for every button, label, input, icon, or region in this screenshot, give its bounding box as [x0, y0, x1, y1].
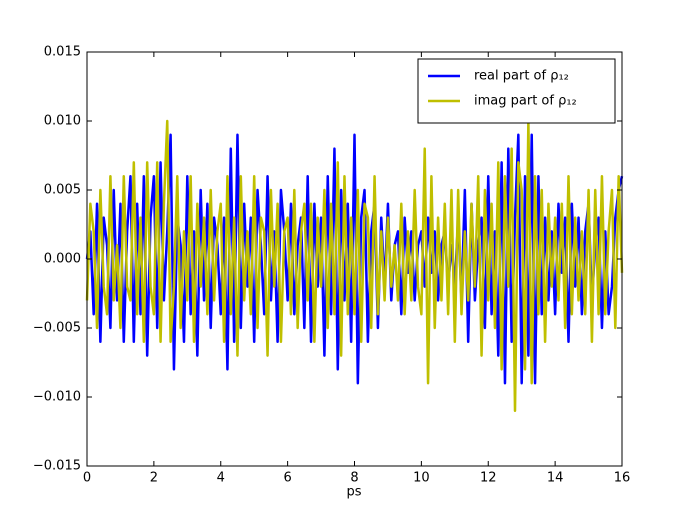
y-tick-label: −0.015: [33, 459, 81, 474]
data-line: [85, 133, 624, 385]
data-line: [85, 119, 624, 413]
x-tick-label: 12: [480, 471, 497, 486]
x-tick-label: 0: [83, 471, 91, 486]
legend-label: imag part of ρ₁₂: [474, 94, 577, 109]
x-tick-label: 2: [150, 471, 158, 486]
x-tick-label: 8: [350, 471, 358, 486]
legend-box: [417, 58, 616, 124]
y-tick-label: 0.015: [44, 45, 81, 60]
y-tick-label: −0.005: [33, 321, 81, 336]
x-tick-label: 16: [614, 471, 631, 486]
x-axis-label: ps: [346, 485, 361, 500]
x-tick-label: 14: [547, 471, 564, 486]
y-tick-label: 0.010: [44, 114, 81, 129]
x-tick-label: 10: [413, 471, 430, 486]
legend-label: real part of ρ₁₂: [474, 69, 569, 84]
x-tick-label: 4: [217, 471, 225, 486]
y-tick-label: −0.010: [33, 390, 81, 405]
x-tick-label: 6: [283, 471, 291, 486]
y-tick-label: 0.000: [44, 252, 81, 267]
y-tick-label: 0.005: [44, 183, 81, 198]
